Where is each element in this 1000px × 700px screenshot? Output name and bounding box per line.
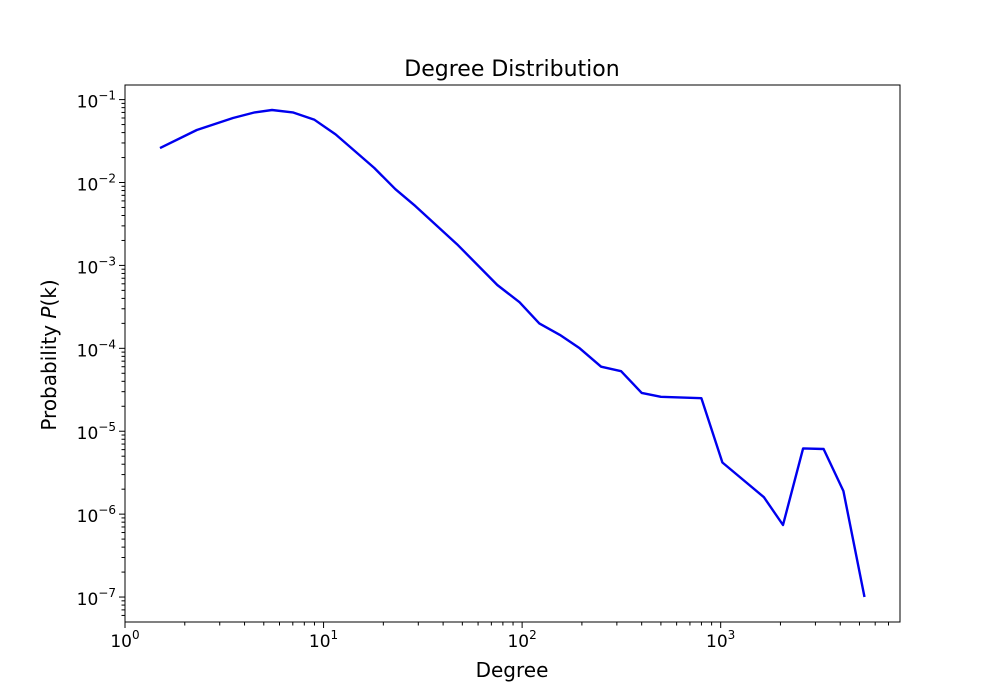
y-tick-label: 10−4 <box>77 337 116 361</box>
x-tick-label: 100 <box>110 628 139 652</box>
x-tick-base: 10 <box>110 632 132 652</box>
x-tick-label: 103 <box>706 628 735 652</box>
x-tick-base: 10 <box>706 632 728 652</box>
x-tick-exponent: 3 <box>728 628 736 642</box>
y-tick-exponent: −6 <box>98 503 116 517</box>
y-tick-base: 10 <box>77 93 99 113</box>
y-tick-exponent: −7 <box>98 586 116 600</box>
y-tick-base: 10 <box>77 176 99 196</box>
x-axis-label: Degree <box>476 658 549 682</box>
y-tick-exponent: −3 <box>98 254 116 268</box>
y-tick-label: 10−3 <box>77 254 116 278</box>
y-tick-exponent: −2 <box>98 172 116 186</box>
y-axis-label: Probability P(k) <box>37 279 61 430</box>
y-tick-base: 10 <box>77 258 99 278</box>
x-tick-exponent: 2 <box>529 628 537 642</box>
x-tick-label: 102 <box>507 628 536 652</box>
x-tick-exponent: 0 <box>132 628 140 642</box>
y-tick-label: 10−7 <box>77 586 116 610</box>
y-tick-base: 10 <box>77 424 99 444</box>
series-line <box>159 108 866 598</box>
y-tick-base: 10 <box>77 590 99 610</box>
plot-frame <box>124 84 901 623</box>
y-tick-label: 10−6 <box>77 503 116 527</box>
x-tick-exponent: 1 <box>331 628 339 642</box>
y-tick-label: 10−5 <box>77 420 116 444</box>
y-axis-label-variable: P <box>37 306 61 319</box>
x-tick-base: 10 <box>507 632 529 652</box>
y-tick-exponent: −5 <box>98 420 116 434</box>
x-tick-label: 101 <box>309 628 338 652</box>
y-tick-base: 10 <box>77 341 99 361</box>
y-tick-exponent: −1 <box>98 89 116 103</box>
y-tick-label: 10−1 <box>77 89 116 113</box>
y-axis-label-argument: (k) <box>37 279 61 306</box>
chart-title: Degree Distribution <box>404 57 619 82</box>
y-axis-label-prefix: Probability <box>37 319 61 431</box>
y-tick-exponent: −4 <box>98 337 116 351</box>
x-tick-base: 10 <box>309 632 331 652</box>
y-tick-base: 10 <box>77 507 99 527</box>
y-tick-label: 10−2 <box>77 172 116 196</box>
